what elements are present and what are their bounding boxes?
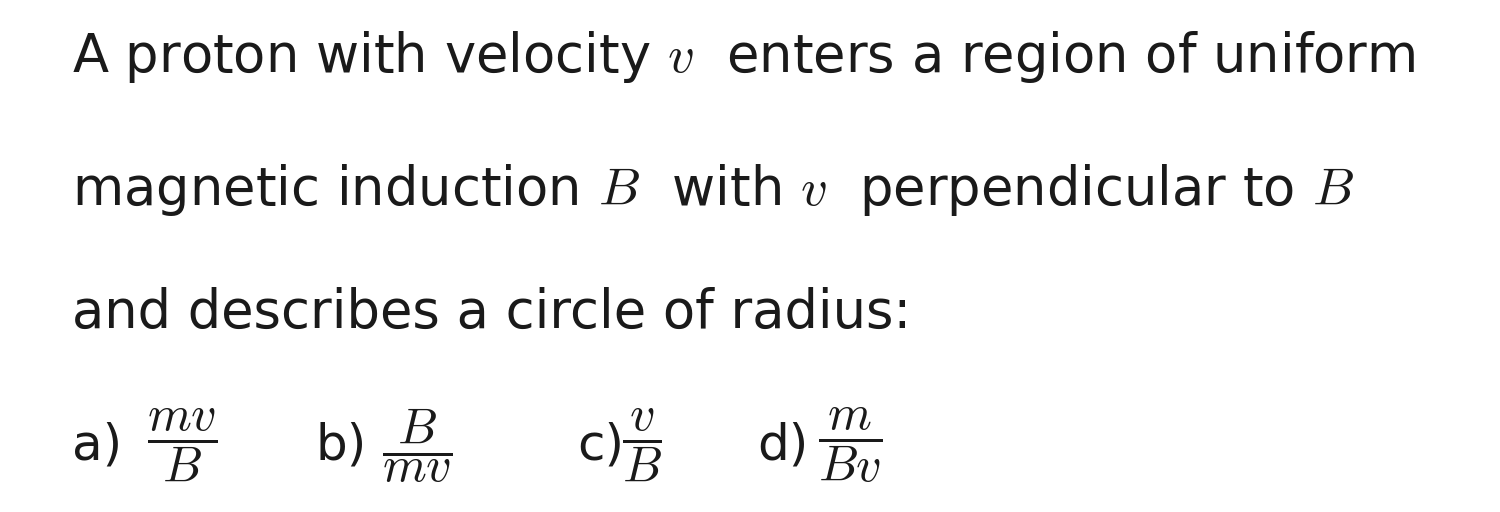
Text: A proton with velocity $v$  enters a region of uniform: A proton with velocity $v$ enters a regi… <box>72 29 1416 84</box>
Text: $\dfrac{m}{Bv}$: $\dfrac{m}{Bv}$ <box>818 406 882 485</box>
Text: a): a) <box>72 421 122 470</box>
Text: $\dfrac{mv}{B}$: $\dfrac{mv}{B}$ <box>147 407 218 484</box>
Text: and describes a circle of radius:: and describes a circle of radius: <box>72 287 910 338</box>
Text: d): d) <box>758 421 808 470</box>
Text: $\dfrac{B}{mv}$: $\dfrac{B}{mv}$ <box>382 406 453 485</box>
Text: $\dfrac{v}{B}$: $\dfrac{v}{B}$ <box>622 407 663 484</box>
Text: b): b) <box>315 421 366 470</box>
Text: magnetic induction $B$  with $v$  perpendicular to $B$: magnetic induction $B$ with $v$ perpendi… <box>72 162 1354 218</box>
Text: c): c) <box>578 421 624 470</box>
